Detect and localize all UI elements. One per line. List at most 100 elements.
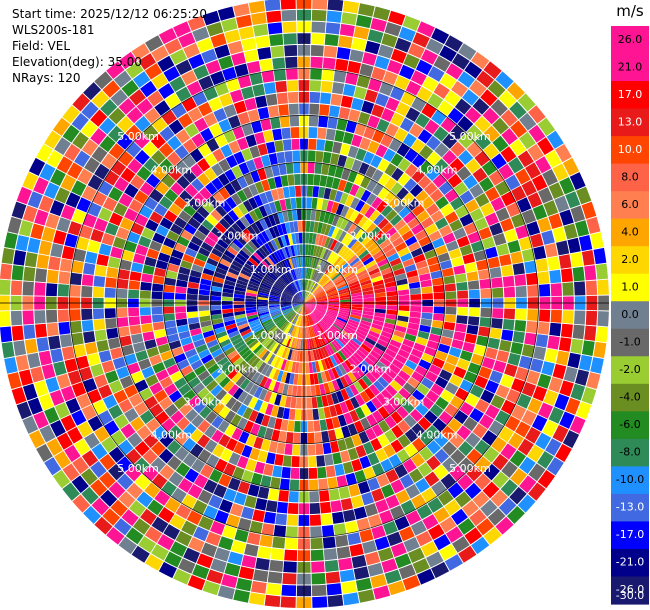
radar-gate-cell bbox=[94, 374, 108, 388]
radar-gate-cell bbox=[236, 137, 249, 151]
radar-gate-cell bbox=[263, 82, 276, 95]
radar-gate-cell bbox=[287, 285, 296, 294]
radar-gate-cell bbox=[279, 320, 289, 330]
radar-gate-cell bbox=[445, 240, 459, 252]
radar-gate-cell bbox=[311, 197, 318, 209]
radar-gate-cell bbox=[304, 303, 314, 311]
radar-gate-cell bbox=[291, 233, 297, 245]
radar-gate-cell bbox=[326, 238, 335, 250]
radar-gate-cell bbox=[337, 350, 347, 361]
radar-gate-cell bbox=[287, 286, 296, 295]
radar-gate-cell bbox=[355, 393, 366, 406]
radar-gate-cell bbox=[324, 140, 334, 153]
radar-gate-cell bbox=[506, 389, 521, 404]
radar-gate-cell bbox=[246, 289, 258, 295]
colorbar-tick-label: -10.0 bbox=[616, 473, 644, 486]
radar-gate-cell bbox=[46, 269, 59, 284]
radar-gate-cell bbox=[315, 245, 321, 258]
radar-gate-cell bbox=[383, 148, 396, 162]
radar-gate-cell bbox=[390, 479, 405, 494]
radar-gate-cell bbox=[304, 294, 313, 303]
radar-gate-cell bbox=[284, 348, 291, 360]
radar-gate-cell bbox=[361, 235, 372, 246]
radar-gate-cell bbox=[331, 379, 340, 392]
radar-gate-cell bbox=[255, 330, 266, 339]
radar-gate-cell bbox=[473, 344, 487, 357]
radar-gate-cell bbox=[316, 305, 328, 309]
radar-gate-cell bbox=[439, 336, 453, 347]
radar-gate-cell bbox=[212, 402, 225, 415]
radar-gate-cell bbox=[335, 243, 344, 254]
radar-gate-cell bbox=[316, 296, 327, 301]
radar-gate-cell bbox=[304, 303, 311, 314]
radar-gate-cell bbox=[151, 117, 168, 133]
radar-gate-cell bbox=[292, 281, 299, 292]
radar-gate-cell bbox=[396, 143, 411, 157]
radar-gate-cell bbox=[280, 175, 289, 187]
radar-gate-cell bbox=[324, 345, 332, 356]
radar-gate-cell bbox=[430, 270, 443, 280]
radar-gate-cell bbox=[46, 283, 58, 297]
radar-gate-cell bbox=[351, 555, 367, 569]
radar-gate-cell bbox=[152, 321, 165, 331]
radar-gate-cell bbox=[110, 246, 123, 259]
radar-gate-cell bbox=[347, 321, 359, 329]
radar-gate-cell bbox=[193, 117, 209, 132]
radar-gate-cell bbox=[267, 105, 280, 118]
radar-gate-cell bbox=[398, 305, 410, 312]
radar-gate-cell bbox=[296, 293, 304, 303]
radar-gate-cell bbox=[563, 366, 578, 383]
radar-gate-cell bbox=[401, 192, 415, 206]
radar-gate-cell bbox=[316, 295, 327, 300]
radar-gate-cell bbox=[521, 382, 537, 397]
radar-gate-cell bbox=[329, 405, 338, 418]
radar-gate-cell bbox=[50, 348, 64, 363]
radar-gate-cell bbox=[421, 306, 433, 313]
radar-gate-cell bbox=[576, 186, 592, 205]
radar-gate-cell bbox=[126, 107, 144, 124]
radar-gate-cell bbox=[282, 573, 297, 585]
radar-gate-cell bbox=[239, 216, 251, 228]
radar-gate-cell bbox=[363, 307, 375, 313]
radar-gate-cell bbox=[286, 286, 295, 295]
radar-gate-cell bbox=[337, 245, 347, 256]
radar-gate-cell bbox=[109, 212, 123, 227]
radar-gate-cell bbox=[313, 373, 319, 385]
radar-gate-cell bbox=[124, 407, 139, 423]
radar-gate-cell bbox=[105, 277, 117, 288]
radar-gate-cell bbox=[338, 334, 349, 344]
radar-gate-cell bbox=[366, 333, 379, 343]
radar-gate-cell bbox=[182, 253, 195, 264]
radar-gate-cell bbox=[544, 243, 558, 258]
radar-gate-cell bbox=[218, 55, 234, 70]
radar-gate-cell bbox=[38, 393, 54, 411]
radar-gate-cell bbox=[311, 361, 317, 373]
radar-gate-cell bbox=[125, 448, 142, 465]
radar-gate-cell bbox=[241, 148, 253, 162]
radar-gate-cell bbox=[524, 332, 537, 346]
radar-gate-cell bbox=[302, 291, 304, 303]
radar-gate-cell bbox=[327, 294, 339, 299]
radar-gate-cell bbox=[324, 264, 333, 275]
radar-gate-cell bbox=[327, 267, 337, 277]
radar-gate-cell bbox=[399, 526, 415, 542]
radar-gate-cell bbox=[168, 390, 183, 403]
radar-gate-cell bbox=[206, 138, 220, 152]
radar-gate-cell bbox=[377, 44, 394, 59]
radar-gate-cell bbox=[396, 405, 409, 419]
radar-gate-cell bbox=[197, 224, 211, 236]
radar-gate-cell bbox=[344, 194, 355, 207]
radar-gate-cell bbox=[544, 348, 558, 363]
radar-gate-cell bbox=[419, 324, 431, 333]
radar-gate-cell bbox=[199, 187, 212, 201]
radar-gate-cell bbox=[527, 444, 544, 463]
radar-gate-cell bbox=[510, 378, 526, 393]
radar-gate-cell bbox=[176, 175, 191, 190]
radar-gate-cell bbox=[456, 235, 470, 248]
radar-gate-cell bbox=[134, 190, 149, 205]
radar-gate-cell bbox=[73, 248, 87, 262]
radar-gate-cell bbox=[276, 187, 285, 200]
radar-gate-cell bbox=[120, 167, 136, 183]
radar-gate-cell bbox=[266, 272, 277, 281]
radar-gate-cell bbox=[347, 532, 362, 546]
